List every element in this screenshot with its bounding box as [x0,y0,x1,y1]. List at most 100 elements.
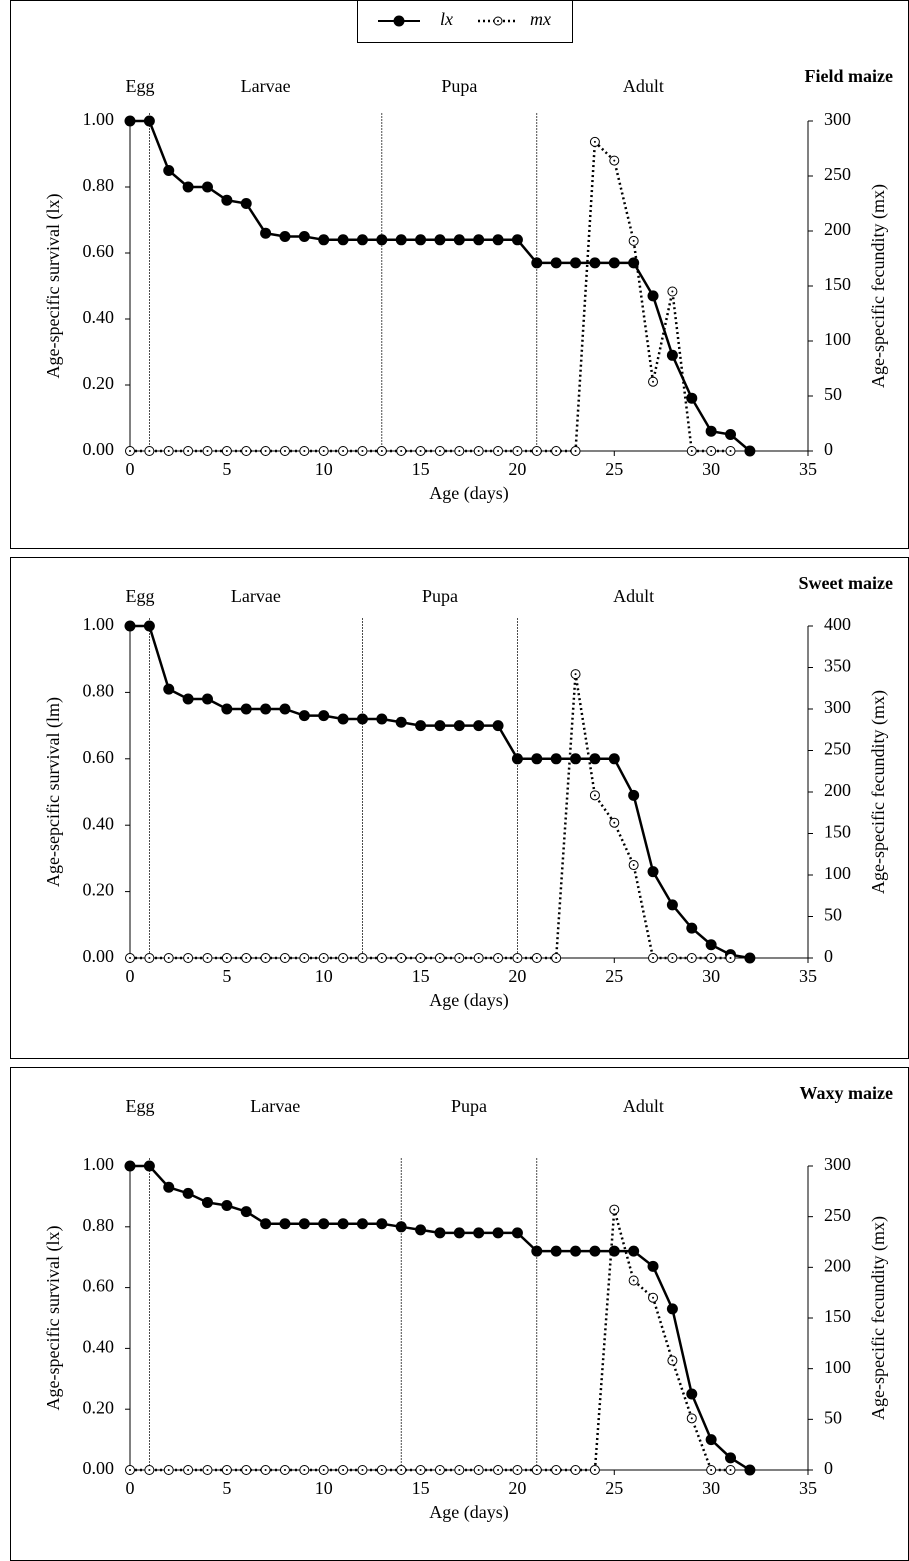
lx-marker [531,257,542,268]
lx-marker [667,1303,678,1314]
mx-marker-dot [342,957,344,959]
mx-marker-dot [206,957,208,959]
series-line [130,674,731,958]
mx-marker-dot [323,1469,325,1471]
mx-marker-dot [420,450,422,452]
lx-marker [744,1465,755,1476]
lx-marker [241,704,252,715]
stage-label: Pupa [422,586,458,606]
lx-marker [221,704,232,715]
lx-marker [144,116,155,127]
mx-marker-dot [497,450,499,452]
lx-marker [589,257,600,268]
y-tick-label: 1.00 [83,109,115,129]
lx-marker [493,1227,504,1238]
y2-tick-label: 150 [824,822,851,842]
lx-marker [338,713,349,724]
mx-marker-dot [613,1209,615,1211]
mx-marker-dot [323,450,325,452]
lx-marker [318,234,329,245]
lx-marker [144,621,155,632]
lx-marker [202,694,213,705]
mx-marker-dot [187,450,189,452]
mx-marker-dot [652,381,654,383]
panel-frame [11,558,909,1059]
mx-marker-dot [168,1469,170,1471]
series-line [130,1166,750,1470]
lx-marker [473,1227,484,1238]
x-tick-label: 20 [508,966,526,986]
y-tick-label: 0.60 [83,1276,115,1296]
lx-marker [279,1218,290,1229]
x-tick-label: 15 [412,459,430,479]
lx-marker [376,1218,387,1229]
lx-marker [357,713,368,724]
y2-tick-label: 250 [824,1205,851,1225]
lx-marker [744,953,755,964]
lx-marker [454,234,465,245]
lx-marker [279,704,290,715]
mx-marker-dot [478,1469,480,1471]
lx-marker [299,231,310,242]
stage-label: Larvae [250,1096,300,1116]
mx-marker-dot [361,1469,363,1471]
y2-tick-label: 250 [824,739,851,759]
y-tick-label: 0.00 [83,439,115,459]
stage-label: Egg [126,76,155,96]
lx-marker [125,621,136,632]
mx-marker-dot [420,957,422,959]
lx-marker [318,1218,329,1229]
lx-marker [686,923,697,934]
stage-label: Larvae [241,76,291,96]
mx-marker-dot [594,794,596,796]
y2-tick-label: 300 [824,697,851,717]
mx-marker-dot [633,1280,635,1282]
series-line [130,121,750,451]
lx-marker [686,393,697,404]
lx-marker [221,1200,232,1211]
x-tick-label: 25 [605,1478,623,1498]
mx-marker-dot [458,957,460,959]
lx-marker [648,290,659,301]
y2-tick-label: 0 [824,1458,833,1478]
mx-marker-dot [652,1297,654,1299]
lx-marker [279,231,290,242]
mx-marker-dot [245,450,247,452]
mx-marker-dot [284,957,286,959]
y-tick-label: 0.20 [83,373,115,393]
y-tick-label: 0.20 [83,880,115,900]
y2-tick-label: 100 [824,1357,851,1377]
mx-marker-dot [730,957,732,959]
stage-label: Larvae [231,586,281,606]
mx-marker-dot [439,450,441,452]
lx-marker [648,1261,659,1272]
x-tick-label: 20 [508,459,526,479]
lx-marker [570,1246,581,1257]
y-tick-label: 0.60 [83,747,115,767]
mx-marker-dot [516,957,518,959]
mx-marker-dot [730,1469,732,1471]
mx-marker-dot [303,450,305,452]
y-axis-label: Age-specific survival (lx) [43,194,64,379]
lx-marker [183,1188,194,1199]
mx-marker-dot [633,864,635,866]
y-tick-label: 1.00 [83,1154,115,1174]
mx-marker-dot [187,1469,189,1471]
mx-marker-dot [361,957,363,959]
lx-marker [260,704,271,715]
lx-marker [628,790,639,801]
lx-marker [144,1161,155,1172]
lx-marker [648,866,659,877]
x-tick-label: 25 [605,459,623,479]
x-tick-label: 30 [702,459,720,479]
lx-marker [609,257,620,268]
mx-marker-dot [536,1469,538,1471]
lx-marker [512,1227,523,1238]
lx-marker [570,753,581,764]
mx-marker-dot [206,450,208,452]
page: {"chart_data": [ {"type": "line", "title… [0,0,909,1561]
mx-marker-dot [710,1469,712,1471]
y2-axis-label: Age-specific fecundity (mx) [868,1216,889,1420]
mx-marker-dot [458,450,460,452]
mx-marker-dot [458,1469,460,1471]
